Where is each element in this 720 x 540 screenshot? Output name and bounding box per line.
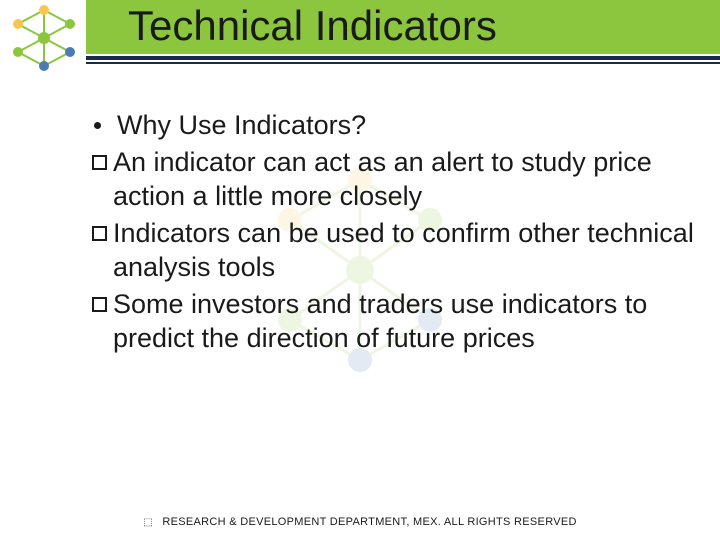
footer-text: RESEARCH & DEVELOPMENT DEPARTMENT, MEX. … [162,516,576,528]
checkbox-bullet-icon [92,226,107,241]
checkbox-bullet-icon [92,155,107,170]
slide-header: Technical Indicators [0,0,720,78]
title-underline-thin [86,62,720,64]
bullet-dot-icon [94,122,101,129]
list-item: Some investors and traders use indicator… [94,287,710,356]
title-underline-thick [86,56,720,60]
slide-title: Technical Indicators [128,2,497,50]
slide-footer: ⬚ RESEARCH & DEVELOPMENT DEPARTMENT, MEX… [0,516,720,528]
item-text: Some investors and traders use indicator… [113,287,710,356]
slide-content: Why Use Indicators? An indicator can act… [94,108,710,358]
heading-text: Why Use Indicators? [117,108,710,143]
item-text: An indicator can act as an alert to stud… [113,145,710,214]
corner-logo-icon [4,2,84,74]
item-text-span: An indicator can act as an alert to stud… [113,147,652,212]
footer-icon: ⬚ [143,517,153,528]
checkbox-bullet-icon [92,297,107,312]
item-text: Indicators can be used to confirm other … [113,216,710,285]
list-item: Indicators can be used to confirm other … [94,216,710,285]
bullet-heading: Why Use Indicators? [94,108,710,143]
list-item: An indicator can act as an alert to stud… [94,145,710,214]
